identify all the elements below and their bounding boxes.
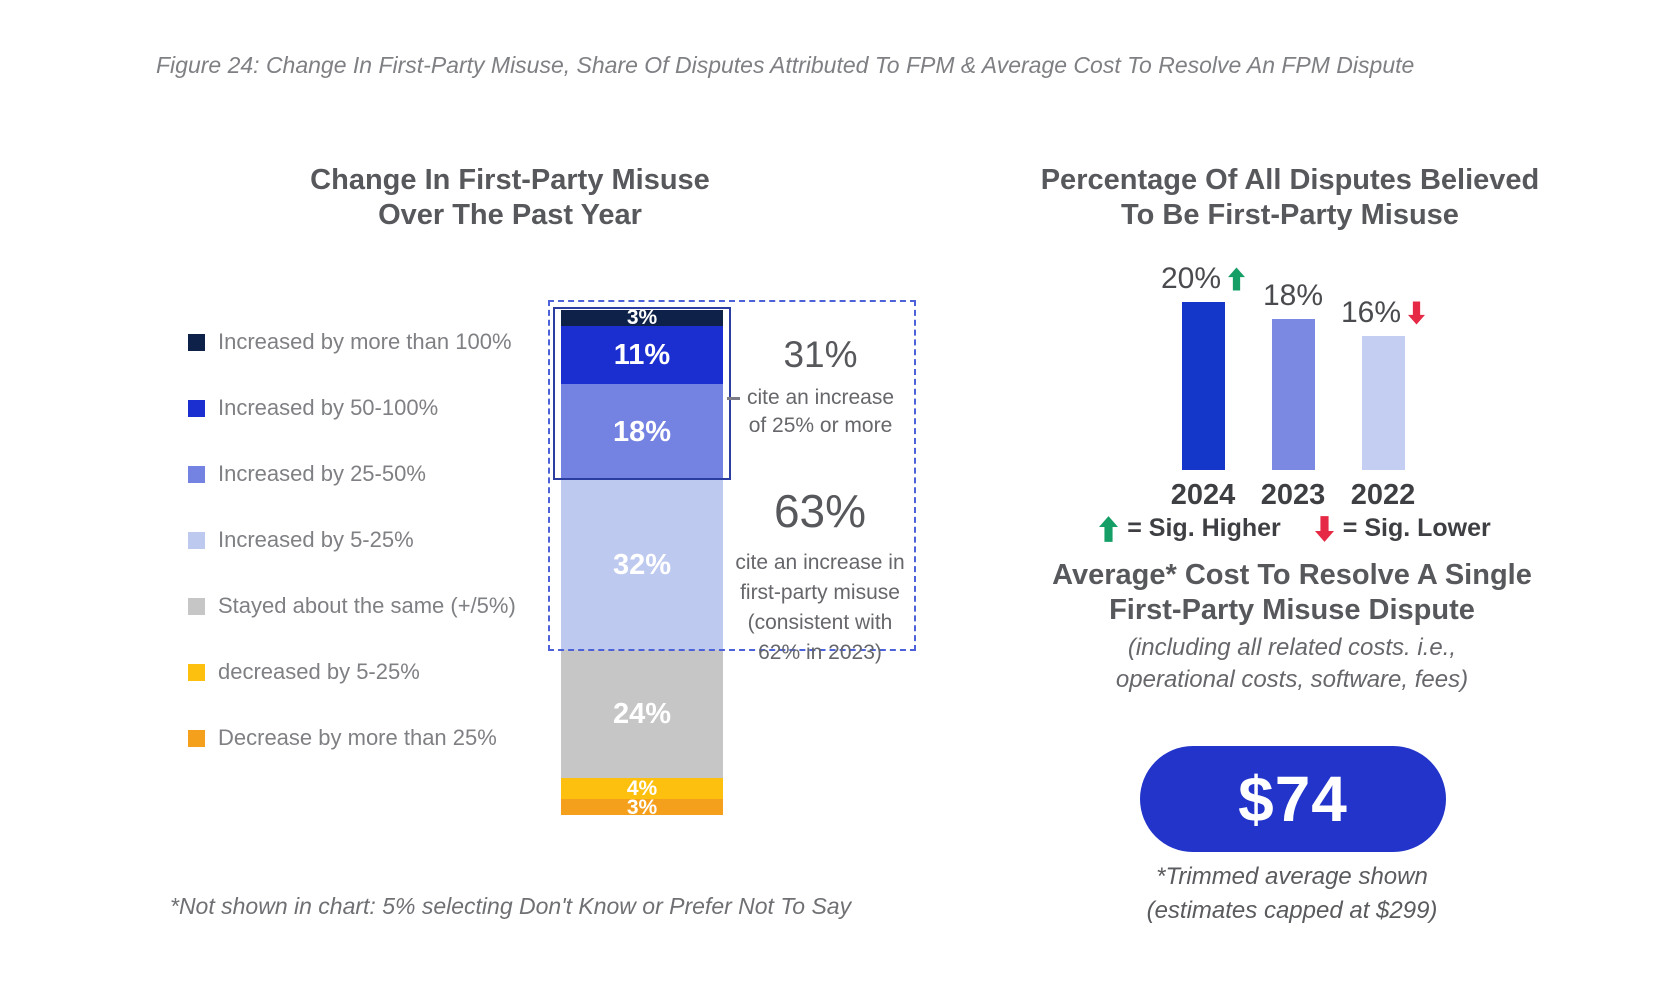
sig-higher-arrow-icon (1228, 267, 1246, 291)
stacked-chart-title: Change In First-Party Misuse Over The Pa… (310, 164, 710, 231)
annotation-63pct: 63% cite an increase in first-party misu… (705, 484, 935, 668)
legend-swatch-icon (188, 597, 205, 615)
legend-swatch-icon (188, 399, 205, 417)
significance-legend-label: = Sig. Lower (1342, 514, 1491, 542)
stacked-segment: 32% (561, 480, 723, 651)
bar-value-label: 20% (1160, 262, 1246, 296)
stacked-segment: 18% (561, 384, 723, 481)
disputes-bar-chart: 20% 2024 18% 2023 16% 2022 (1158, 252, 1428, 512)
stacked-chart-footnote: *Not shown in chart: 5% selecting Don't … (170, 893, 852, 919)
bar-year-label: 2023 (1260, 479, 1326, 511)
legend-item: decreased by 5-25% (188, 659, 516, 684)
avg-cost-subtitle-line: operational costs, software, fees) (1115, 666, 1469, 693)
annotation-63pct-value: 63% (773, 485, 867, 537)
annotation-connector-tick (727, 397, 740, 400)
significance-legend-item: = Sig. Higher (1099, 514, 1281, 543)
legend-item: Increased by more than 100% (188, 329, 516, 354)
stacked-segment: 11% (561, 325, 723, 385)
stacked-segment: 4% (561, 777, 723, 801)
stacked-legend: Increased by more than 100% Increased by … (188, 329, 516, 750)
legend-item-label: decreased by 5-25% (218, 659, 420, 684)
legend-item: Increased by 5-25% (188, 527, 516, 552)
increase-31pct-solid-outline (553, 307, 731, 480)
legend-item: Increased by 25-50% (188, 461, 516, 486)
disputes-bar-column: 16% 2022 (1338, 296, 1428, 512)
avg-cost-footnote-line: (estimates capped at $299) (1146, 897, 1438, 924)
stacked-segment: 24% (561, 650, 723, 779)
bar-value-text: 16% (1340, 295, 1402, 329)
segment-value-label: 24% (612, 697, 672, 730)
avg-cost-footnote: *Trimmed average shown (estimates capped… (1052, 860, 1532, 928)
legend-swatch-icon (188, 729, 205, 747)
stacked-bar: 3% 11% 18% 32% 24% 4% 3% (561, 306, 723, 819)
mini-bar-2023 (1271, 318, 1315, 470)
bar-year-label: 2024 (1170, 479, 1236, 511)
legend-item-label: Increased by 5-25% (218, 527, 414, 552)
sig-higher-arrow-icon (1099, 515, 1119, 542)
legend-item: Decrease by more than 25% (188, 725, 516, 750)
segment-value-label: 11% (613, 338, 671, 371)
legend-item-label: Decrease by more than 25% (218, 725, 497, 750)
legend-item-label: Stayed about the same (+/5%) (218, 593, 516, 618)
avg-cost-subtitle-line: (including all related costs. i.e., (1127, 634, 1457, 661)
annotation-31pct-value: 31% (783, 334, 858, 375)
segment-value-label: 32% (612, 548, 672, 581)
bar-value-label: 16% (1340, 295, 1426, 330)
bar-value-text: 18% (1262, 278, 1324, 312)
stacked-segment: 3% (561, 306, 723, 330)
legend-swatch-icon (188, 333, 205, 351)
sig-lower-arrow-icon (1408, 301, 1426, 325)
disputes-chart-title: Percentage Of All Disputes Believed To B… (1040, 164, 1540, 231)
disputes-bar-column: 18% 2023 (1248, 279, 1338, 512)
stacked-segment: 3% (561, 795, 723, 819)
annotation-31pct: 31% cite an increase of 25% or more (718, 334, 923, 440)
bar-value-text: 20% (1160, 262, 1222, 295)
legend-item: Increased by 50-100% (188, 395, 516, 420)
sig-lower-arrow-icon (1314, 515, 1334, 542)
bar-value-label: 18% (1263, 279, 1323, 313)
increase-63pct-dashed-outline (548, 300, 916, 651)
annotation-63pct-line: (consistent with (747, 611, 893, 634)
avg-cost-value: $74 (1238, 763, 1348, 835)
avg-cost-pill: $74 (1140, 746, 1446, 852)
legend-swatch-icon (188, 465, 205, 483)
mini-bar-2022 (1361, 335, 1405, 470)
annotation-63pct-line: first-party misuse (740, 581, 900, 604)
legend-item: Stayed about the same (+/5%) (188, 593, 516, 618)
legend-swatch-icon (188, 531, 205, 549)
avg-cost-title: Average* Cost To Resolve A Single First-… (1052, 559, 1532, 626)
segment-value-label: 4% (626, 777, 658, 801)
figure-caption: Figure 24: Change In First-Party Misuse,… (156, 52, 1415, 78)
segment-value-label: 18% (612, 415, 672, 448)
legend-swatch-icon (188, 663, 205, 681)
disputes-bar-column: 20% 2024 (1158, 262, 1248, 512)
avg-cost-subtitle: (including all related costs. i.e., oper… (1052, 632, 1532, 696)
bar-year-label: 2022 (1350, 479, 1416, 511)
annotation-63pct-line: 62% in 2023) (758, 641, 882, 664)
annotation-63pct-line: cite an increase in (735, 551, 905, 574)
segment-value-label: 3% (626, 795, 658, 819)
significance-legend: = Sig. Higher = Sig. Lower (1040, 514, 1550, 543)
significance-legend-item: = Sig. Lower (1314, 514, 1491, 543)
mini-bar-2024 (1181, 302, 1225, 470)
segment-value-label: 3% (626, 306, 658, 330)
annotation-31pct-line: cite an increase (746, 386, 895, 409)
legend-item-label: Increased by 25-50% (218, 461, 426, 486)
legend-item-label: Increased by more than 100% (218, 329, 512, 354)
significance-legend-label: = Sig. Higher (1127, 514, 1281, 542)
avg-cost-footnote-line: *Trimmed average shown (1156, 863, 1428, 890)
legend-item-label: Increased by 50-100% (218, 395, 439, 420)
annotation-31pct-line: of 25% or more (748, 414, 893, 437)
